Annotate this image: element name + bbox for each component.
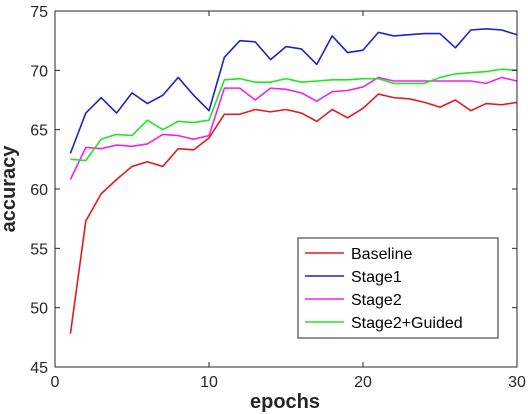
y-tick-label: 70 — [30, 63, 48, 80]
series-line-4 — [70, 68, 518, 162]
legend-label-4: Stage2+Guided — [351, 315, 463, 332]
legend: Baseline Stage1 Stage2 Stage2+Guided — [297, 237, 499, 339]
legend-label-3: Stage2 — [351, 292, 402, 309]
legend-label-2: Stage1 — [351, 269, 402, 286]
y-tick-label: 60 — [30, 182, 48, 199]
x-tick-label: 10 — [200, 374, 218, 391]
series-line-1 — [69, 93, 518, 334]
y-axis-title: accuracy — [0, 145, 20, 233]
y-tick-label: 45 — [30, 360, 48, 377]
x-tick-label: 0 — [51, 374, 60, 391]
plot-area — [69, 27, 518, 334]
x-tick-label: 30 — [508, 374, 526, 391]
y-tick-label: 50 — [30, 301, 48, 318]
legend-label-1: Baseline — [351, 246, 412, 263]
y-tick-label: 65 — [30, 123, 48, 140]
y-tick-label: 75 — [30, 4, 48, 21]
series-line-3 — [69, 76, 518, 180]
axes: 0 10 20 30 45 50 55 60 65 70 75 — [30, 4, 526, 391]
x-axis-title: epochs — [250, 391, 320, 413]
x-tick-label: 20 — [354, 374, 372, 391]
series-line-2 — [69, 27, 518, 154]
y-tick-label: 55 — [30, 241, 48, 258]
